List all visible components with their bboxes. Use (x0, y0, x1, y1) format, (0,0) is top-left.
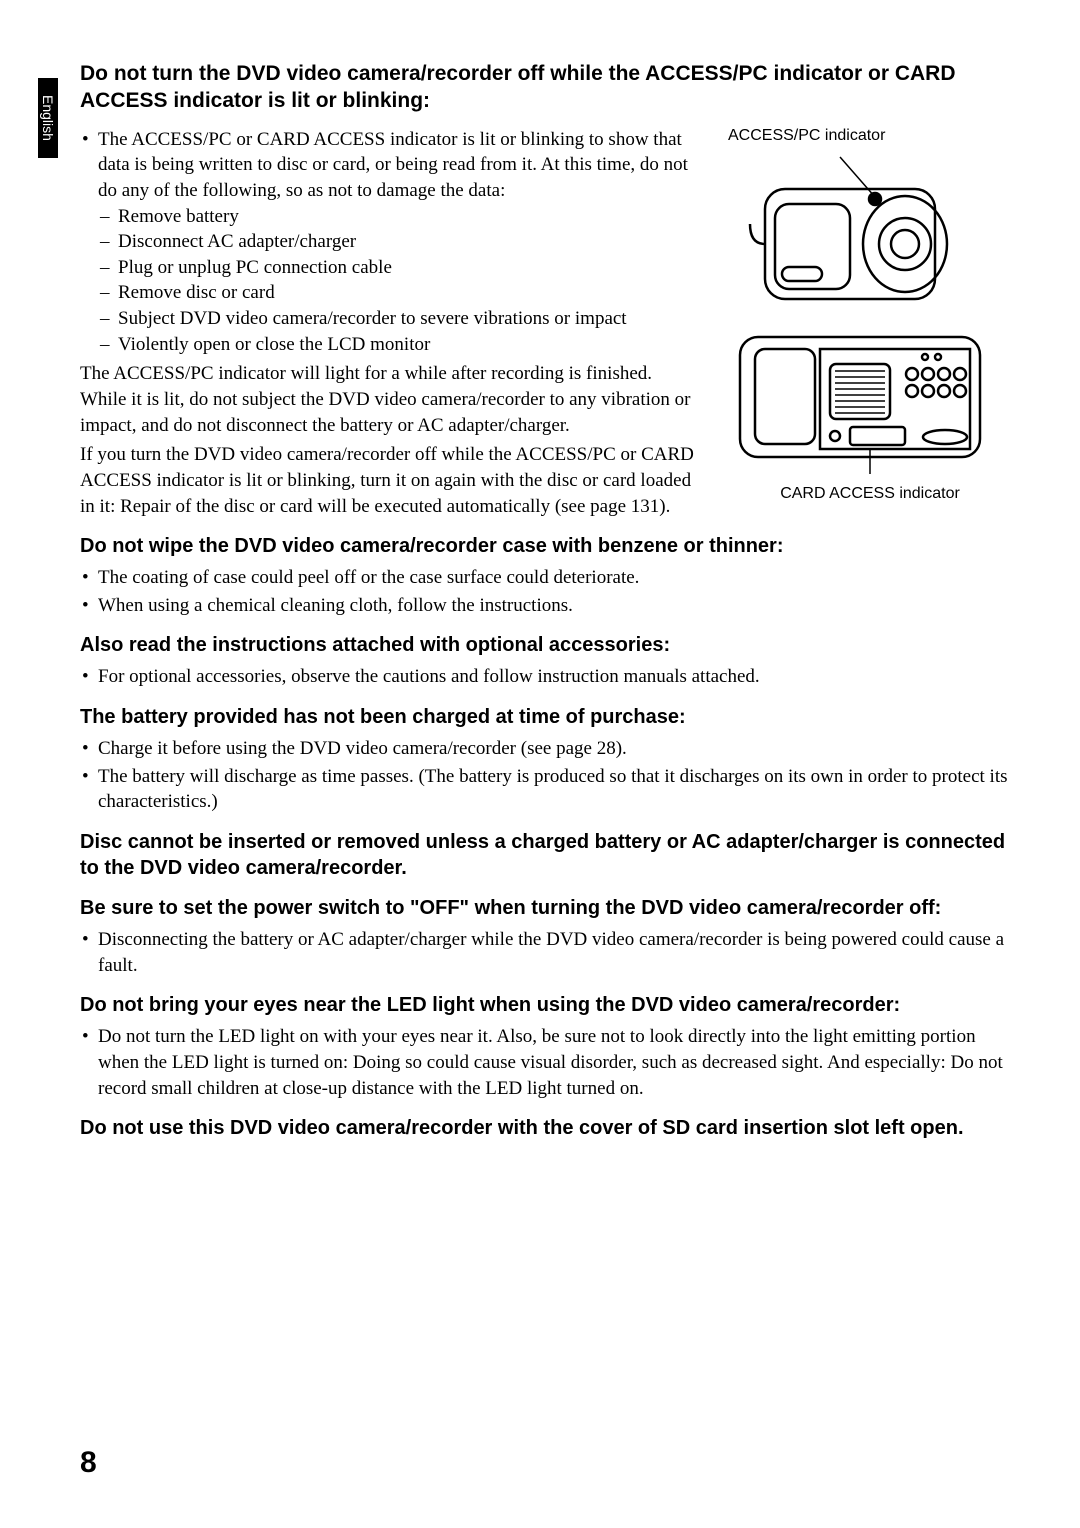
s1-bullet: The ACCESS/PC or CARD ACCESS indicator i… (98, 127, 700, 358)
s1-bullet-intro: The ACCESS/PC or CARD ACCESS indicator i… (98, 129, 688, 201)
s1-dash: Subject DVD video camera/recorder to sev… (118, 306, 700, 332)
figure-label-top: ACCESS/PC indicator (728, 127, 1020, 145)
s3-bullet: For optional accessories, observe the ca… (98, 664, 1020, 690)
section-1-row: The ACCESS/PC or CARD ACCESS indicator i… (80, 127, 1020, 520)
page-number: 8 (80, 1446, 97, 1480)
s2-bullet: When using a chemical cleaning cloth, fo… (98, 593, 1020, 619)
section-heading-1: Do not turn the DVD video camera/recorde… (80, 60, 1020, 115)
figure-column: ACCESS/PC indicator (720, 127, 1020, 520)
section-heading-8: Do not use this DVD video camera/recorde… (80, 1115, 1020, 1141)
camera-top-icon (720, 149, 980, 319)
s1-dash: Violently open or close the LCD monitor (118, 332, 700, 358)
s4-bullet: Charge it before using the DVD video cam… (98, 736, 1020, 762)
s1-dash: Plug or unplug PC connection cable (118, 255, 700, 281)
s6-bullet: Disconnecting the battery or AC adapter/… (98, 927, 1020, 978)
s1-para1: The ACCESS/PC indicator will light for a… (80, 361, 700, 438)
s7-bullet: Do not turn the LED light on with your e… (98, 1024, 1020, 1101)
s1-para2: If you turn the DVD video camera/recorde… (80, 442, 700, 519)
camera-bottom-icon (720, 319, 1000, 479)
s1-dash: Remove battery (118, 204, 700, 230)
section-heading-3: Also read the instructions attached with… (80, 632, 1020, 658)
s4-bullet: The battery will discharge as time passe… (98, 764, 1020, 815)
figure-label-bottom: CARD ACCESS indicator (720, 485, 1020, 503)
language-tab: English (38, 78, 58, 158)
section-heading-7: Do not bring your eyes near the LED ligh… (80, 992, 1020, 1018)
section-1-text: The ACCESS/PC or CARD ACCESS indicator i… (80, 127, 700, 520)
s1-dash: Remove disc or card (118, 280, 700, 306)
s1-dash: Disconnect AC adapter/charger (118, 229, 700, 255)
section-heading-4: The battery provided has not been charge… (80, 704, 1020, 730)
section-heading-2: Do not wipe the DVD video camera/recorde… (80, 533, 1020, 559)
section-heading-5: Disc cannot be inserted or removed unles… (80, 829, 1020, 881)
page-content: Do not turn the DVD video camera/recorde… (80, 60, 1020, 1147)
s2-bullet: The coating of case could peel off or th… (98, 565, 1020, 591)
section-heading-6: Be sure to set the power switch to "OFF"… (80, 895, 1020, 921)
